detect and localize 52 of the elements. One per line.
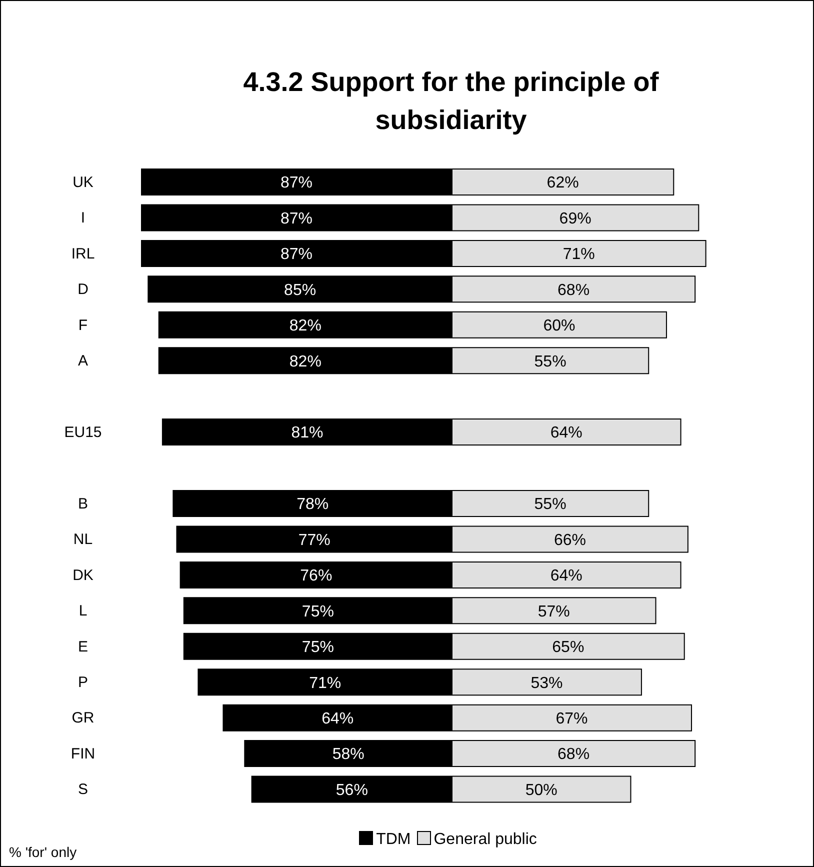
y-tick-label: GR — [72, 710, 94, 727]
y-tick-label: S — [78, 781, 88, 798]
legend-label: TDM — [375, 831, 411, 848]
data-label: 78% — [296, 496, 329, 514]
data-label: 76% — [300, 568, 332, 585]
data-label: 64% — [322, 710, 354, 728]
data-label: 87% — [280, 210, 313, 228]
y-tick-label: EU15 — [64, 424, 102, 441]
data-label: 55% — [534, 496, 566, 514]
data-label: 77% — [298, 532, 330, 549]
data-label: 53% — [530, 674, 563, 692]
data-label: 64% — [550, 568, 582, 585]
data-label: 87% — [280, 174, 313, 192]
data-label: 67% — [556, 710, 588, 728]
y-tick-label: L — [78, 602, 88, 620]
data-label: 55% — [534, 353, 566, 370]
y-tick-label: IRL — [71, 245, 95, 262]
y-tick-label: NL — [73, 531, 93, 548]
y-tick-label: B — [78, 495, 88, 512]
data-label: 82% — [289, 353, 322, 370]
data-label: 81% — [291, 424, 324, 442]
data-label: 68% — [558, 282, 590, 299]
data-label: 66% — [554, 532, 586, 549]
data-label: 71% — [309, 674, 342, 692]
y-tick-label: D — [78, 281, 89, 298]
data-label: 82% — [289, 318, 322, 335]
text: % 'for' only — [9, 844, 77, 860]
data-label: 71% — [562, 246, 595, 264]
data-label: 85% — [284, 282, 316, 299]
data-label: 57% — [538, 603, 570, 620]
y-tick-label: A — [78, 352, 88, 370]
data-label: 62% — [546, 174, 579, 192]
y-tick-label: I — [80, 210, 86, 227]
y-tick-label: UK — [72, 174, 94, 191]
data-label: 87% — [280, 246, 313, 264]
data-label: 68% — [558, 746, 590, 764]
y-tick-label: F — [78, 316, 88, 334]
chart-title: 4.3.2 Support for the principle of subsidiarity — [242, 66, 660, 137]
y-tick-label: DK — [72, 566, 94, 584]
data-label: 56% — [336, 782, 368, 799]
data-label: 75% — [302, 603, 334, 620]
y-tick-label: FIN — [70, 745, 96, 762]
data-label: 64% — [550, 424, 582, 442]
data-label: 69% — [559, 210, 592, 228]
data-label: 65% — [552, 639, 584, 656]
data-label: 58% — [332, 746, 364, 764]
legend-label: General public — [432, 831, 537, 848]
data-label: 60% — [543, 318, 576, 335]
y-tick-label: P — [78, 674, 88, 691]
y-tick-label: E — [78, 638, 88, 656]
data-label: 75% — [302, 639, 334, 656]
data-label: 50% — [525, 782, 558, 799]
